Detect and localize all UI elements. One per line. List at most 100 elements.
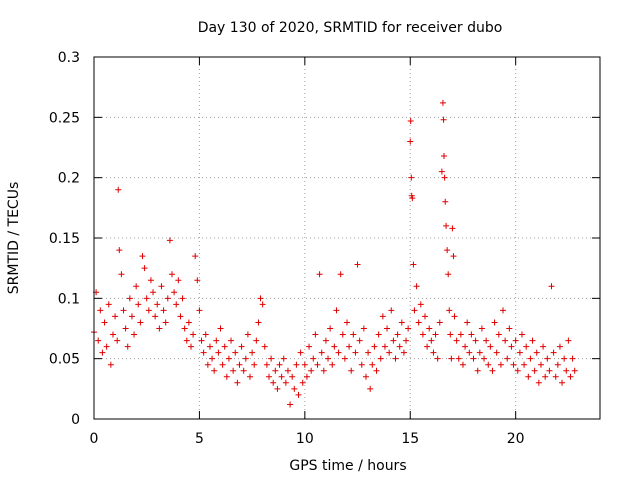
data-point [225,355,232,362]
data-point [103,343,110,350]
data-point [491,319,498,326]
data-point [565,337,572,344]
data-point [124,343,131,350]
data-point [187,343,194,350]
x-tick-label: 10 [296,431,314,447]
data-point [388,307,395,314]
data-point [133,283,140,290]
data-point [439,99,446,106]
data-point [356,337,363,344]
data-point [459,361,466,368]
data-point [540,343,547,350]
data-point [419,331,426,338]
data-point [339,331,346,338]
data-point [533,349,540,356]
data-point [301,361,308,368]
data-point [143,295,150,302]
data-point [257,295,264,302]
data-point [379,313,386,320]
data-point [150,289,157,296]
data-point [209,355,216,362]
data-point [518,331,525,338]
data-point [105,301,112,308]
data-point [411,307,418,314]
data-point [462,343,469,350]
data-point [446,307,453,314]
data-point [179,295,186,302]
data-point [405,325,412,332]
y-axis-label: SRMTID / TECUs [6,182,22,295]
data-point [571,367,578,374]
data-point [449,225,456,232]
data-point [306,343,313,350]
data-point [559,379,566,386]
data-point [185,319,192,326]
data-point [194,277,201,284]
data-point [569,355,576,362]
data-point [432,331,439,338]
data-point [365,349,372,356]
data-point [453,337,460,344]
data-point [204,361,211,368]
data-point [455,355,462,362]
data-point [115,186,122,193]
data-point [299,379,306,386]
data-point [219,361,226,368]
data-point [561,355,568,362]
data-point [251,361,258,368]
data-point [139,253,146,260]
data-point [198,337,205,344]
data-point [333,307,340,314]
y-tick-label: 0.15 [49,231,80,247]
data-point [211,367,218,374]
data-point [500,307,507,314]
data-point [287,401,294,408]
data-point [97,307,104,314]
data-point [386,349,393,356]
data-point [398,319,405,326]
data-point [346,343,353,350]
y-tick-label: 0.3 [58,50,80,66]
data-point [516,349,523,356]
data-point [373,367,380,374]
data-point [335,349,342,356]
data-point [280,355,287,362]
data-point [327,325,334,332]
data-point [493,349,500,356]
data-point [291,385,298,392]
data-point [438,168,445,175]
data-point [255,319,262,326]
data-point [293,361,300,368]
data-point [303,373,310,380]
data-point [181,325,188,332]
data-point [316,271,323,278]
data-point [331,343,338,350]
data-point [377,355,384,362]
data-point [320,367,327,374]
data-point [213,337,220,344]
data-point [128,313,135,320]
data-point [141,265,148,272]
data-point [112,313,119,320]
data-point [542,373,549,380]
data-point [394,331,401,338]
data-point [295,391,302,398]
data-point [525,373,532,380]
data-point [126,295,133,302]
data-point [544,355,551,362]
x-tick-label: 15 [401,431,419,447]
data-point [289,373,296,380]
y-axis-ticks: 0 0.05 0.1 0.15 0.2 0.25 0.3 [49,50,600,428]
y-tick-label: 0.1 [58,291,80,307]
data-point [442,198,449,205]
data-point [527,355,534,362]
data-point [247,373,254,380]
data-point [443,222,450,229]
data-point [563,367,570,374]
data-point [215,349,222,356]
data-point [468,331,475,338]
data-point [489,367,496,374]
data-point [314,361,321,368]
data-point [415,319,422,326]
data-point [268,355,275,362]
